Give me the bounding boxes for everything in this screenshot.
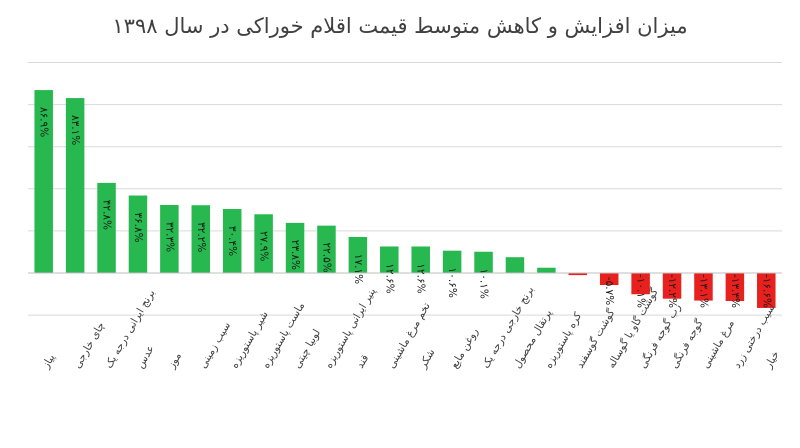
chart-title: میزان افزایش و کاهش متوسط قیمت اقلام خور… (112, 14, 688, 38)
bar (568, 273, 588, 276)
bar (222, 209, 242, 273)
data-label: ۳۲.۳% (163, 222, 175, 252)
category-label: پیاز (39, 352, 57, 371)
bar (348, 237, 368, 273)
data-label: -۱۰.۱% (635, 274, 647, 308)
bar (757, 273, 776, 308)
data-label: ۳۰.۴% (226, 226, 238, 256)
bar (599, 273, 619, 285)
data-label: ۳۶.۸% (132, 212, 144, 242)
category-label: روغن مایع (448, 326, 481, 370)
category-label: لوبیا چیتی (291, 327, 323, 370)
bar (97, 182, 116, 273)
category-label: چای خارجی (71, 320, 107, 370)
category-label: پنیر ایرانی پاستوریزه (323, 286, 379, 371)
bar (442, 250, 462, 273)
data-label: ۳۲.۲% (195, 222, 207, 252)
data-label: -۱۶.۶% (760, 274, 772, 308)
category-label: عدس (134, 343, 157, 370)
data-label: ۱۰.۱% (478, 269, 490, 299)
bar (725, 273, 745, 301)
bar (254, 214, 273, 273)
bar (285, 222, 305, 273)
data-label: ۱۲.۶% (383, 263, 395, 293)
bar (380, 246, 399, 273)
category-label: سیب زمینی (197, 320, 233, 371)
data-label: -۱۳.۱% (697, 274, 709, 308)
bar (537, 267, 556, 273)
data-label: ۴۲.۸% (101, 200, 113, 230)
data-label: -۱۳.۳% (729, 274, 741, 308)
bar (474, 251, 493, 273)
data-label: ۲۲.۵% (320, 243, 332, 273)
bar (128, 195, 148, 273)
data-label: -۱۲.۲% (666, 274, 678, 308)
data-label: ۱۰.۶% (446, 268, 458, 298)
bar (505, 257, 525, 273)
bar (411, 246, 430, 273)
bar (34, 90, 53, 273)
data-label: ۱۷.۱% (352, 254, 364, 284)
category-label: قند (354, 353, 371, 371)
data-label: -۵.۷% (603, 277, 615, 305)
data-label: ۸۳.۱% (69, 115, 81, 145)
bar (631, 273, 650, 295)
category-label: موز (165, 351, 184, 372)
data-label: ۸۶.۹% (38, 107, 50, 137)
category-label: خیار (762, 349, 782, 371)
bar (317, 225, 336, 273)
data-label: ۲۳.۸% (289, 240, 301, 270)
bar (662, 273, 682, 299)
bar (160, 205, 179, 273)
bar (65, 98, 85, 274)
data-label: ۱۲.۶% (415, 263, 427, 293)
bar (191, 205, 211, 273)
bar (694, 273, 713, 301)
category-label: شکر (416, 347, 437, 372)
data-label: ۲۷.۹% (258, 231, 270, 261)
